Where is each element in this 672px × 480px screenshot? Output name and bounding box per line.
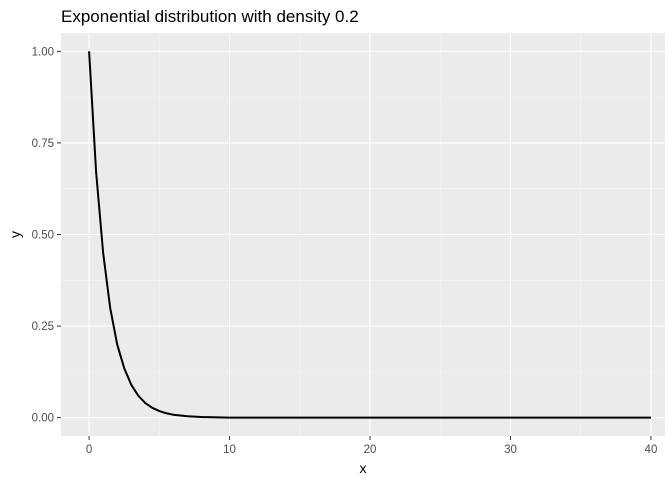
x-tick-label: 30 [504,444,517,456]
x-tick-label: 0 [86,444,92,456]
x-tick-label: 10 [223,444,236,456]
y-tick-label: 0.25 [32,321,54,333]
series-layer [88,51,651,419]
series-line-0 [88,51,651,419]
x-axis: 0 10 20 30 40 [86,436,657,456]
x-tick-label: 20 [364,444,377,456]
y-tick-label: 0.75 [32,138,54,150]
y-tick-label: 0.00 [32,413,54,425]
y-tick-label: 1.00 [32,46,54,58]
y-axis: 0.00 0.25 0.50 0.75 1.00 [32,46,61,425]
x-tick-label: 40 [645,444,658,456]
chart-title: Exponential distribution with density 0.… [61,7,359,26]
y-tick-label: 0.50 [32,230,54,242]
y-axis-title: y [7,231,23,238]
x-axis-title: x [360,460,367,476]
